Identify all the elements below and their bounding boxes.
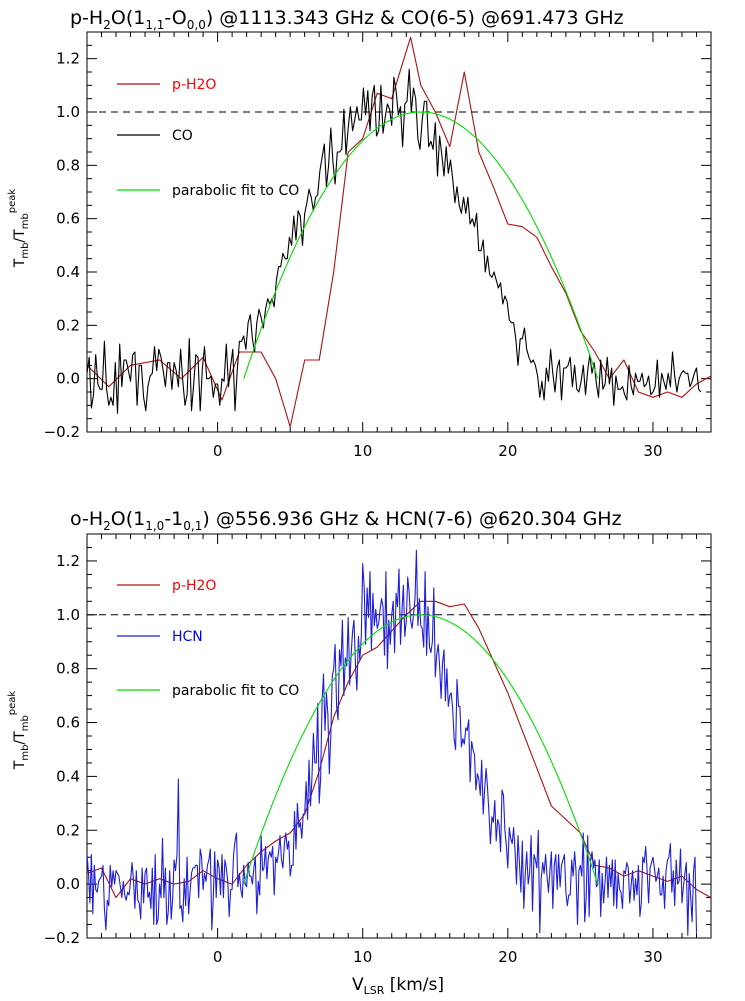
bottom-panel-title: o-H2O(11,0-10,1) @556.936 GHz & HCN(7-6)… — [70, 508, 622, 533]
y-tick-label: 1.0 — [56, 606, 80, 624]
x-tick-label: 0 — [213, 948, 223, 966]
y-tick-label: 1.2 — [56, 552, 80, 570]
series-line-hcn — [87, 549, 698, 936]
bottom-panel-ylabel: Tmb/Tmbpeak — [7, 691, 31, 771]
legend-label: p-H2O — [172, 77, 216, 93]
legend-label: CO — [172, 128, 193, 144]
top-panel-title: p-H2O(11,1-O0,0) @1113.343 GHz & CO(6-5)… — [70, 7, 624, 32]
series-line-parabolic-fit-to-co — [243, 111, 599, 379]
y-tick-label: 0.8 — [56, 660, 80, 678]
series-line-co — [87, 68, 702, 414]
y-tick-label: 1.2 — [56, 50, 80, 68]
series-line-p-h2o — [87, 36, 711, 428]
legend-label: HCN — [172, 629, 203, 645]
top-panel: p-H2O(11,1-O0,0) @1113.343 GHz & CO(6-5)… — [7, 7, 712, 460]
bottom-panel: o-H2O(11,0-10,1) @556.936 GHz & HCN(7-6)… — [7, 508, 712, 997]
y-tick-label: 0.6 — [56, 210, 80, 228]
x-tick-label: 10 — [353, 442, 372, 460]
y-tick-label: 0.4 — [56, 263, 80, 281]
x-tick-label: 0 — [213, 442, 223, 460]
series-line-p-h2o — [87, 600, 711, 899]
y-tick-label: 0.2 — [56, 821, 80, 839]
legend-label: parabolic fit to CO — [172, 683, 299, 699]
x-tick-label: 20 — [498, 442, 517, 460]
y-tick-label: −0.2 — [44, 423, 80, 441]
x-tick-label: 20 — [498, 948, 517, 966]
series-line-parabolic-fit-to-co — [243, 614, 599, 885]
y-tick-label: 0.2 — [56, 316, 80, 334]
legend-label: p-H2O — [172, 578, 216, 594]
y-tick-label: 0.0 — [56, 875, 80, 893]
y-tick-label: 0.6 — [56, 714, 80, 732]
y-tick-label: 0.0 — [56, 370, 80, 388]
y-tick-label: −0.2 — [44, 929, 80, 947]
x-tick-label: 10 — [353, 948, 372, 966]
y-tick-label: 1.0 — [56, 103, 80, 121]
y-tick-label: 0.4 — [56, 767, 80, 785]
x-tick-label: 30 — [643, 442, 662, 460]
x-tick-label: 30 — [643, 948, 662, 966]
legend-label: parabolic fit to CO — [172, 183, 299, 199]
top-panel-ylabel: Tmb/Tmbpeak — [7, 189, 31, 269]
y-tick-label: 0.8 — [56, 156, 80, 174]
x-axis-label: VLSR [km/s] — [352, 975, 444, 997]
